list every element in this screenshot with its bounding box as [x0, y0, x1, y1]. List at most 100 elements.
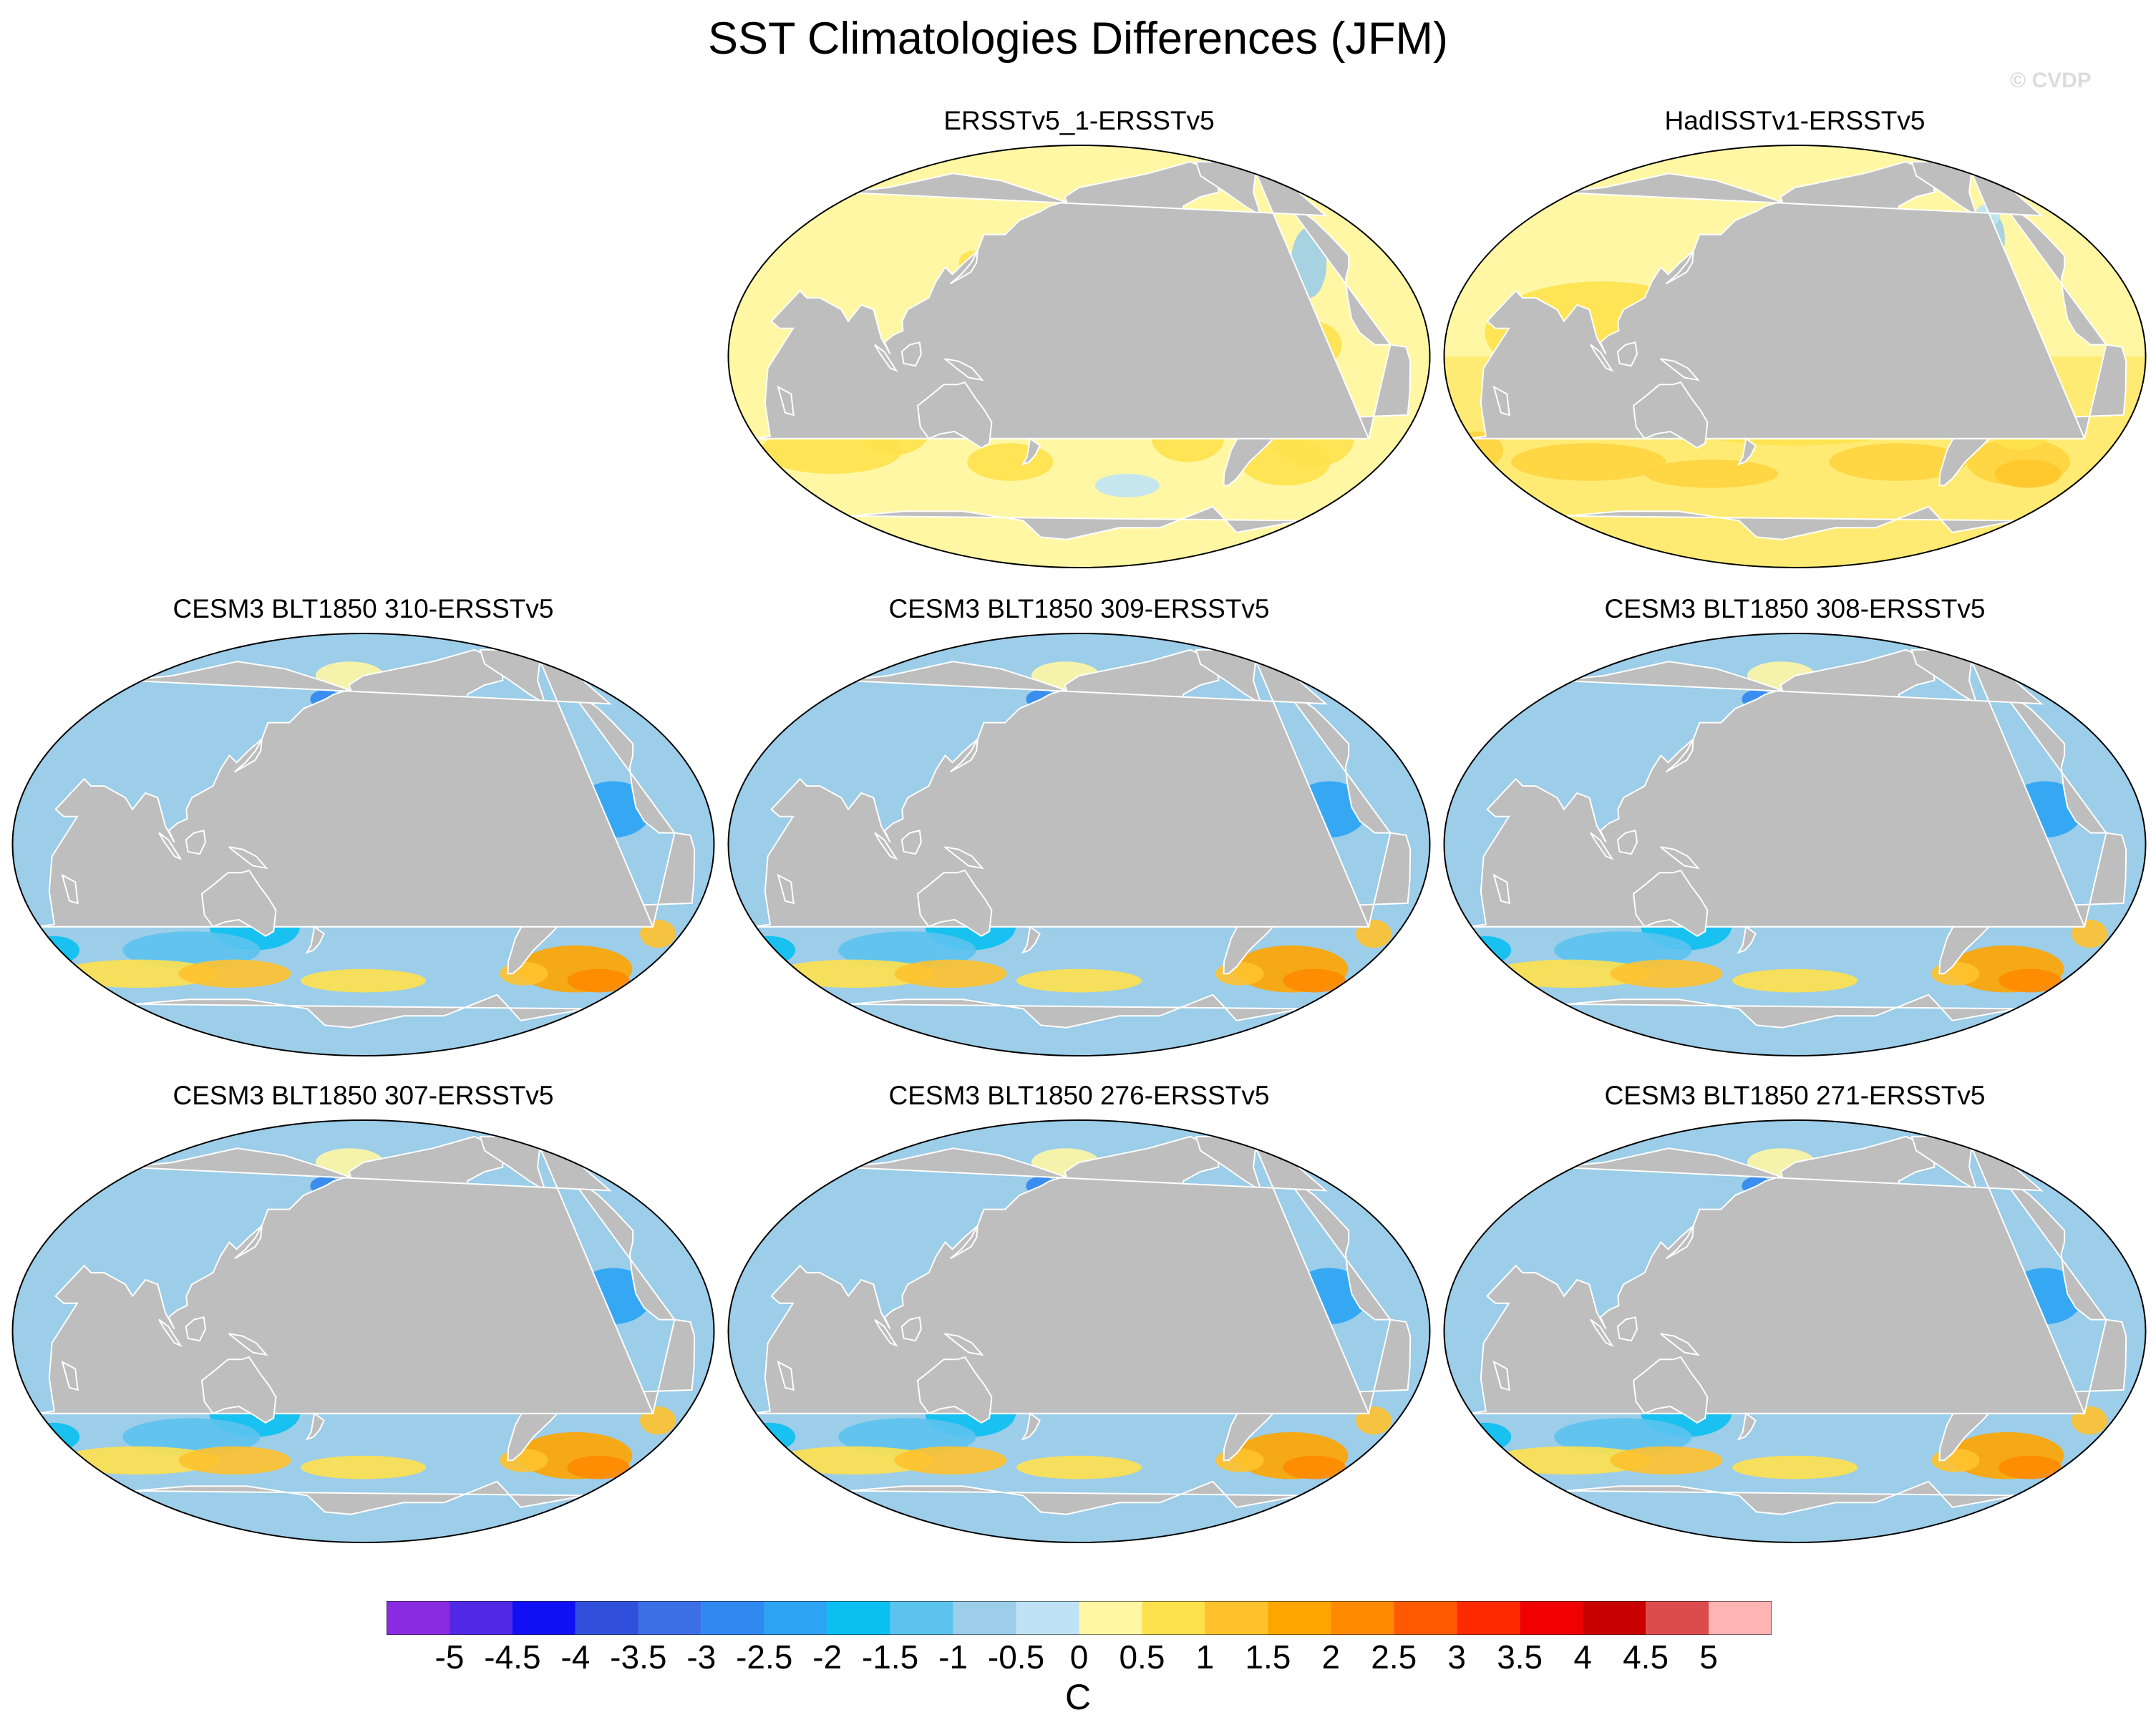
- copyright-watermark: © CVDP: [2010, 69, 2092, 92]
- map-panel: ERSSTv5_1-ERSSTv5: [727, 106, 1432, 578]
- land-borneo: [1616, 830, 1638, 855]
- land-nz: [1021, 437, 1041, 466]
- anomaly-contour: [1460, 1422, 1512, 1452]
- panel-title: CESM3 BLT1850 307-ERSSTv5: [173, 1081, 554, 1110]
- anomaly-contour: [1016, 1455, 1142, 1479]
- land-antarctica: [135, 993, 588, 1056]
- colorbar-box: [1520, 1601, 1583, 1635]
- anomaly-contour: [178, 1446, 291, 1474]
- colorbar-tick-label: -5: [434, 1638, 465, 1676]
- land-sumatra: [158, 832, 183, 860]
- land-newguinea: [944, 1333, 984, 1356]
- map-border: [727, 145, 1431, 568]
- land-eurasiaE: [1469, 145, 2086, 439]
- colorbar-tick-label: -4: [560, 1638, 591, 1676]
- land-australia: [1632, 869, 1709, 937]
- panel-title: HadISSTv1-ERSSTv5: [1664, 106, 1926, 135]
- anomaly-contour: [744, 1422, 796, 1452]
- land-madagascar: [777, 1360, 795, 1391]
- land-newguinea: [1660, 1333, 1700, 1356]
- colorbar-tick-label: -3.5: [610, 1638, 667, 1676]
- land-antarctica: [135, 1480, 588, 1542]
- land-nz: [1737, 1411, 1757, 1441]
- anomaly-contour: [1999, 968, 2062, 993]
- colorbar-unit: C: [1064, 1677, 1092, 1717]
- map-plot: [1443, 633, 2147, 1056]
- land-nz: [1737, 925, 1757, 954]
- anomaly-contour: [178, 959, 291, 988]
- colorbar-box: [953, 1601, 1016, 1635]
- land-eurasiaE: [753, 1120, 1370, 1414]
- land-australia: [1632, 1356, 1709, 1424]
- colorbar-tick-label: 1: [1195, 1638, 1215, 1676]
- anomaly-contour: [1554, 1418, 1692, 1456]
- anomaly-contour: [1215, 961, 1264, 986]
- colorbar: [387, 1601, 1772, 1635]
- colorbar-box: [764, 1601, 827, 1635]
- land-borneo: [900, 1316, 923, 1342]
- land-newguinea: [228, 1333, 268, 1356]
- map-border: [727, 633, 1431, 1056]
- colorbar-box: [1268, 1601, 1331, 1635]
- anomaly-contour: [894, 959, 1007, 988]
- colorbar-tick-label: -0.5: [987, 1638, 1045, 1676]
- anomaly-contour: [122, 931, 261, 969]
- panel-title: ERSSTv5_1-ERSSTv5: [943, 106, 1215, 135]
- anomaly-contour: [894, 1446, 1007, 1474]
- map-border: [11, 1119, 715, 1543]
- anomaly-contour: [774, 1446, 935, 1474]
- land-borneo: [185, 1316, 207, 1342]
- anomaly-contour: [1094, 473, 1160, 497]
- colorbar-tick-label: -3: [686, 1638, 717, 1676]
- anomaly-contour: [58, 1446, 219, 1474]
- land-borneo: [1616, 1316, 1638, 1342]
- anomaly-contour: [567, 1455, 630, 1479]
- map-border: [1443, 1119, 2147, 1543]
- land-madagascar: [1492, 873, 1510, 905]
- figure-title: SST Climatologies Differences (JFM): [708, 14, 1448, 64]
- colorbar-box: [1016, 1601, 1079, 1635]
- colorbar-tick-label: 2.5: [1371, 1638, 1417, 1676]
- panel-title: CESM3 BLT1850 276-ERSSTv5: [888, 1081, 1270, 1110]
- map-border: [727, 1119, 1431, 1543]
- panel-title: CESM3 BLT1850 308-ERSSTv5: [1604, 594, 1986, 623]
- land-sumatra: [1590, 832, 1614, 860]
- map-border: [11, 633, 715, 1056]
- anomaly-contour: [1732, 1455, 1858, 1479]
- land-sumatra: [1590, 1318, 1614, 1347]
- colorbar-box: [890, 1601, 953, 1635]
- anomaly-contour: [774, 959, 935, 988]
- anomaly-contour: [1215, 1448, 1264, 1472]
- map-panel: CESM3 BLT1850 271-ERSSTv5: [1442, 1081, 2147, 1553]
- land-sumatra: [874, 832, 898, 860]
- anomaly-contour: [838, 931, 976, 969]
- map-border: [1443, 633, 2147, 1056]
- colorbar-tick-label: 0.5: [1119, 1638, 1165, 1676]
- land-eurasiaE: [753, 145, 1370, 439]
- anomaly-contour: [500, 1448, 548, 1472]
- anomaly-contour: [500, 961, 548, 986]
- land-madagascar: [777, 385, 795, 417]
- land-nz: [305, 1411, 325, 1441]
- land-japan: [949, 251, 979, 285]
- land-borneo: [900, 341, 923, 367]
- land-nz: [305, 925, 325, 954]
- anomaly-contour: [1016, 968, 1142, 993]
- anomaly-contour: [744, 936, 796, 965]
- land-japan: [949, 1225, 979, 1260]
- land-eurasiaE: [753, 633, 1370, 928]
- map-panel: CESM3 BLT1850 310-ERSSTv5: [11, 594, 716, 1066]
- map-plot: [727, 1119, 1431, 1543]
- map-plot: [11, 1119, 715, 1543]
- colorbar-tick-label: 1.5: [1245, 1638, 1291, 1676]
- colorbar-tick-label: 5: [1699, 1638, 1718, 1676]
- colorbar-box: [1457, 1601, 1520, 1635]
- anomaly-contour: [1240, 438, 1331, 486]
- map-panel: HadISSTv1-ERSSTv5: [1442, 106, 2147, 578]
- colorbar-tick-label: 4: [1573, 1638, 1592, 1676]
- land-sumatra: [874, 344, 898, 372]
- land-antarctica: [850, 993, 1304, 1056]
- colorbar-tick-label: -1: [938, 1638, 968, 1676]
- land-madagascar: [61, 1360, 79, 1391]
- map-plot: [1443, 145, 2147, 568]
